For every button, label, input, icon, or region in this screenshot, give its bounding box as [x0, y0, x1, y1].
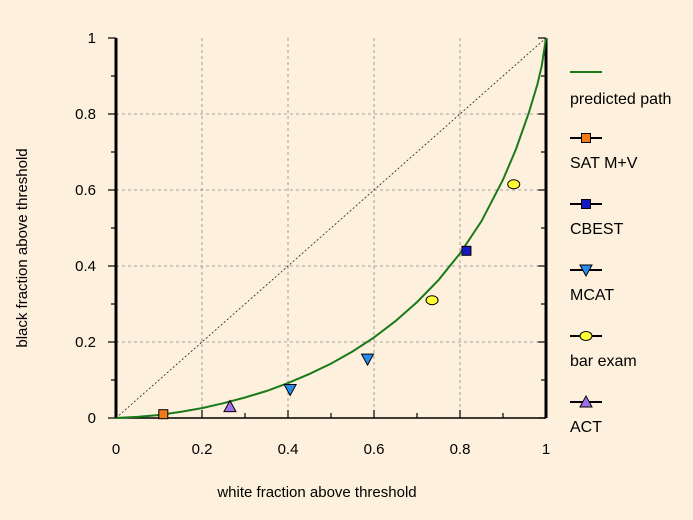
- x-tick-label: 0.4: [278, 441, 299, 458]
- legend-label: MCAT: [570, 287, 614, 304]
- legend-marker-cbest: [581, 199, 591, 209]
- data-point-mcat: [360, 353, 375, 367]
- legend-marker-bar-exam: [579, 331, 593, 341]
- axes: [108, 37, 548, 419]
- x-axis-title: white fraction above threshold: [216, 484, 416, 501]
- x-tick-label: 0.6: [364, 441, 385, 458]
- legend-marker-mcat: [579, 264, 593, 278]
- data-markers: [158, 179, 521, 420]
- x-tick-label: 0: [112, 441, 120, 458]
- x-tick-label: 0.8: [450, 441, 471, 458]
- legend-label: bar exam: [570, 353, 637, 370]
- y-tick-label: 1: [88, 30, 96, 47]
- y-axis-title: black fraction above threshold: [14, 148, 31, 347]
- legend-label: CBEST: [570, 221, 624, 238]
- legend-label: SAT M+V: [570, 155, 638, 172]
- x-tick-label: 0.2: [192, 441, 213, 458]
- data-point-mcat: [283, 384, 297, 397]
- data-point-bar-exam: [507, 179, 521, 190]
- legend-label: predicted path: [570, 91, 671, 108]
- data-point-cbest: [461, 245, 472, 256]
- legend-marker-act: [579, 394, 593, 408]
- y-tick-label: 0.6: [75, 182, 96, 199]
- data-point-bar-exam: [425, 295, 439, 306]
- gridlines: [116, 38, 546, 418]
- y-tick-label: 0: [88, 410, 96, 427]
- y-tick-label: 0.4: [75, 258, 96, 275]
- legend-label: ACT: [570, 419, 602, 436]
- legend: predicted path SAT M+V CBEST MCAT bar exam AC…: [570, 71, 671, 436]
- diagonal-reference-line: [115, 37, 547, 419]
- y-tick-label: 0.8: [75, 106, 96, 123]
- data-point-act: [223, 399, 237, 413]
- data-point-sat-m-v: [158, 409, 169, 420]
- legend-marker-sat-m-v: [581, 133, 591, 143]
- predicted-path-curve: [115, 37, 547, 419]
- x-tick-label: 1: [542, 441, 550, 458]
- y-tick-label: 0.2: [75, 334, 96, 351]
- tick-labels: 0 0.2 0.4 0.6 0.8 1 0 0.2 0.4 0.6 0.8 1: [75, 30, 550, 458]
